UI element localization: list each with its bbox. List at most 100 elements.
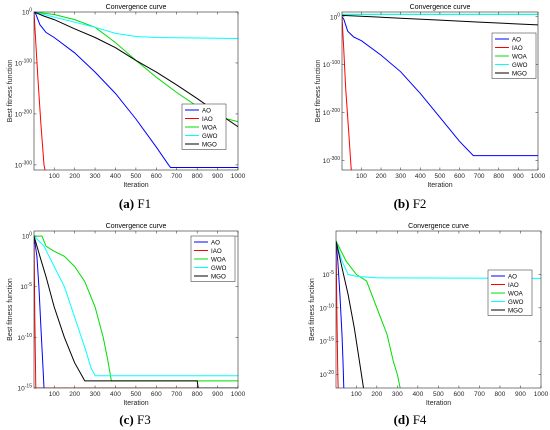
x-tick-label: 1000 <box>231 173 246 180</box>
chart-a: 100 200 300 400 500 600 700 800 900 1000 100 10-100… <box>7 4 246 189</box>
x-tick-label: 400 <box>110 391 121 398</box>
y-tick-label: 10-20 <box>320 370 335 379</box>
x-tick-label: 800 <box>493 173 504 180</box>
series-line-mgo <box>34 12 238 128</box>
x-tick-label: 800 <box>192 173 203 180</box>
x-axis-label: Iteration <box>426 400 451 407</box>
x-tick-label: 900 <box>515 391 526 398</box>
caption-a: (a) F1 <box>118 196 152 211</box>
chart-c: 100 200 300 400 500 600 700 800 900 1000 100 10-5 10… <box>7 223 246 407</box>
x-tick-label: 400 <box>415 173 426 180</box>
caption-c: (c) F3 <box>119 412 151 427</box>
chart-title: Convergence curve <box>106 223 167 230</box>
series-line-gwo <box>336 240 541 279</box>
y-tick-label: 100 <box>22 232 32 241</box>
legend-label-iao: IAO <box>512 45 523 52</box>
y-tick-label: 10-300 <box>15 160 32 169</box>
x-tick-label: 100 <box>356 173 367 180</box>
x-tick-label: 700 <box>474 173 485 180</box>
legend-label-mgo: MGO <box>512 70 527 77</box>
y-tick-label: 100 <box>330 12 340 21</box>
series-line-iao <box>34 12 46 170</box>
legend-label-gwo: GWO <box>211 265 227 272</box>
legend-label-mgo: MGO <box>211 273 226 280</box>
x-tick-label: 900 <box>212 173 223 180</box>
x-tick-label: 200 <box>69 173 80 180</box>
caption-d: (d) F4 <box>393 412 427 427</box>
series-line-iao <box>342 16 352 170</box>
series-line-ao <box>336 240 345 388</box>
legend-label-gwo: GWO <box>508 299 524 306</box>
legend-label-ao: AO <box>512 36 521 43</box>
series-line-woa <box>336 240 401 388</box>
y-axis-label: Best fitness function <box>309 278 316 341</box>
y-tick-label: 10-100 <box>15 58 32 67</box>
legend-label-gwo: GWO <box>512 62 528 69</box>
y-tick-label: 10-300 <box>323 156 340 165</box>
y-tick-label: 10-100 <box>323 60 340 69</box>
series-line-mgo <box>342 14 538 26</box>
chart-title: Convergence curve <box>410 4 471 11</box>
legend-label-iao: IAO <box>202 116 213 123</box>
x-tick-label: 400 <box>412 391 423 398</box>
x-tick-label: 500 <box>434 173 445 180</box>
series-line-mgo <box>34 235 238 388</box>
y-tick-label: 10-15 <box>320 337 335 346</box>
chart-d: 100 200 300 400 500 600 700 800 900 1000 10-5 10-10… <box>309 223 549 407</box>
legend-label-iao: IAO <box>508 282 519 289</box>
x-tick-label: 300 <box>90 391 101 398</box>
legend-label-woa: WOA <box>512 53 528 60</box>
legend-label-ao: AO <box>211 239 220 246</box>
x-tick-label: 500 <box>433 391 444 398</box>
caption-b: (b) F2 <box>393 196 427 211</box>
x-tick-label: 300 <box>392 391 403 398</box>
legend-label-mgo: MGO <box>202 141 217 148</box>
x-tick-label: 200 <box>371 391 382 398</box>
y-axis-label: Best fitness function <box>315 60 322 123</box>
y-tick-label: 10-5 <box>20 282 32 291</box>
series-line-woa <box>34 235 238 382</box>
y-tick-label: 10-5 <box>322 270 334 279</box>
x-tick-label: 700 <box>171 173 182 180</box>
y-tick-label: 10-10 <box>320 303 335 312</box>
x-tick-label: 300 <box>395 173 406 180</box>
chart-title: Convergence curve <box>106 4 167 11</box>
x-tick-label: 100 <box>351 391 362 398</box>
x-tick-label: 800 <box>192 391 203 398</box>
x-tick-label: 600 <box>151 173 162 180</box>
x-tick-label: 700 <box>171 391 182 398</box>
x-tick-label: 200 <box>69 391 80 398</box>
x-tick-label: 600 <box>454 173 465 180</box>
legend-label-iao: IAO <box>211 248 222 255</box>
x-tick-label: 800 <box>495 391 506 398</box>
series-group <box>34 235 238 388</box>
x-tick-label: 600 <box>453 391 464 398</box>
legend-label-woa: WOA <box>211 256 227 263</box>
x-tick-label: 100 <box>49 173 60 180</box>
legend-label-woa: WOA <box>202 124 218 131</box>
x-tick-label: 300 <box>90 173 101 180</box>
x-axis-label: Iteration <box>427 182 452 189</box>
chart-b: 100 200 300 400 500 600 700 800 900 1000 100 10-100… <box>315 4 546 189</box>
legend-label-ao: AO <box>202 107 211 114</box>
legend-label-gwo: GWO <box>202 133 218 140</box>
y-tick-label: 10-200 <box>323 108 340 117</box>
chart-title: Convergence curve <box>408 223 469 230</box>
x-tick-label: 100 <box>49 391 60 398</box>
x-tick-label: 600 <box>151 391 162 398</box>
x-axis-label: Iteration <box>123 182 148 189</box>
series-line-ao <box>34 236 238 388</box>
legend-label-mgo: MGO <box>508 307 523 314</box>
x-tick-label: 500 <box>130 391 141 398</box>
series-line-ao <box>34 12 238 168</box>
series-line-iao <box>34 236 238 388</box>
x-tick-label: 900 <box>513 173 524 180</box>
y-tick-label: 10-10 <box>18 333 33 342</box>
x-tick-label: 1000 <box>231 391 246 398</box>
x-tick-label: 1000 <box>534 391 549 398</box>
